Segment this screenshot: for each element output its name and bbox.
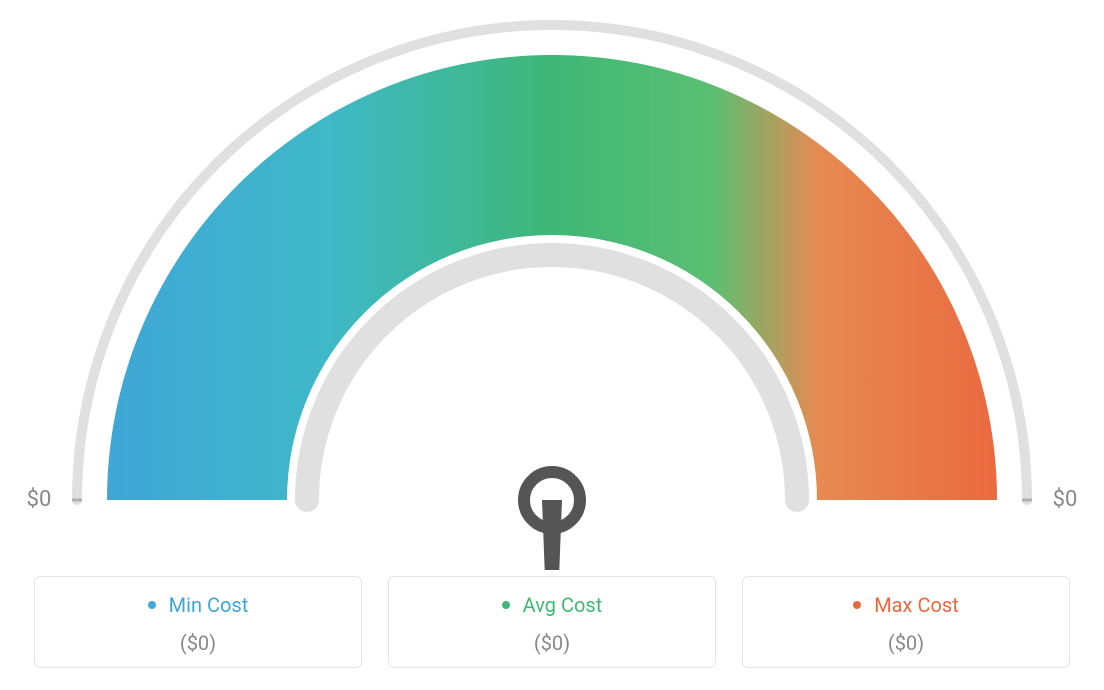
gauge-colored-arc: [107, 55, 997, 500]
legend-row: Min Cost ($0) Avg Cost ($0) Max Cost ($0…: [34, 576, 1070, 668]
gauge-wrap: $0$0$0$0$0$0$0: [0, 0, 1104, 570]
gauge-tick: [131, 545, 207, 555]
legend-title-min: Min Cost: [45, 593, 351, 617]
legend-label-max: Max Cost: [874, 593, 959, 617]
legend-dot-min: [148, 601, 156, 609]
gauge-tick-label: $0: [1053, 487, 1078, 512]
gauge-chart-container: $0$0$0$0$0$0$0 Min Cost ($0) Avg Cost ($…: [0, 0, 1104, 690]
legend-value-avg: ($0): [399, 631, 705, 655]
legend-card-avg: Avg Cost ($0): [388, 576, 716, 668]
gauge-tick-label: $0: [27, 487, 52, 512]
legend-card-min: Min Cost ($0): [34, 576, 362, 668]
legend-title-max: Max Cost: [753, 593, 1059, 617]
gauge-tick: [897, 545, 973, 555]
legend-card-max: Max Cost ($0): [742, 576, 1070, 668]
legend-value-max: ($0): [753, 631, 1059, 655]
legend-label-min: Min Cost: [169, 593, 249, 617]
gauge-needle: [542, 500, 562, 570]
legend-label-avg: Avg Cost: [523, 593, 603, 617]
legend-dot-avg: [502, 601, 510, 609]
legend-dot-max: [853, 601, 861, 609]
legend-value-min: ($0): [45, 631, 351, 655]
legend-title-avg: Avg Cost: [399, 593, 705, 617]
gauge-svg: $0$0$0$0$0$0$0: [0, 0, 1104, 570]
